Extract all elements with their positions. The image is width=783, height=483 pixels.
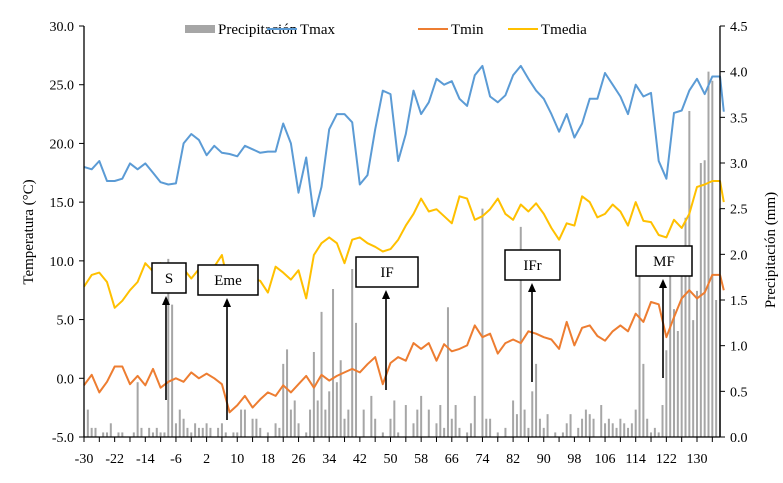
series-line-tmax	[83, 64, 725, 218]
x-tick-label: 2	[203, 452, 210, 467]
x-tick-label: 82	[506, 452, 520, 467]
y2-tick-label: 0.5	[730, 385, 748, 400]
y-tick-label: -5.0	[52, 431, 74, 446]
y2-tick-label: 2.0	[730, 248, 748, 263]
arrowhead-icon	[528, 283, 536, 292]
x-tick-label: 66	[445, 452, 459, 467]
y2-tick-label: 2.5	[730, 203, 748, 218]
annotation-box	[355, 256, 419, 288]
y2-tick-label: 1.0	[730, 340, 748, 355]
annotation-box	[635, 245, 693, 277]
annotation-box	[151, 262, 187, 294]
x-tick-label: -30	[75, 452, 94, 467]
x-tick-label: 122	[656, 452, 677, 467]
y-tick-label: 30.0	[50, 20, 75, 35]
x-tick-label: 34	[322, 452, 336, 467]
legend-label: Tmedia	[541, 22, 587, 38]
legend-swatch-precipitacion	[185, 25, 215, 33]
arrowhead-icon	[382, 290, 390, 299]
y-tick-label: 25.0	[50, 79, 75, 94]
x-tick-label: -6	[170, 452, 182, 467]
x-tick-label: -22	[105, 452, 124, 467]
y2-axis-label: Precipitación (mm)	[763, 192, 779, 308]
arrowhead-icon	[162, 296, 170, 305]
x-tick-label: 50	[384, 452, 398, 467]
y2-tick-label: 4.5	[730, 20, 748, 35]
annotation-label: Eme	[214, 273, 242, 289]
series-line-tmedia	[83, 180, 725, 309]
x-tick-label: 42	[353, 452, 367, 467]
x-tick-label: 106	[595, 452, 616, 467]
y2-tick-label: 3.0	[730, 157, 748, 172]
annotations: S Eme IF IFr MF	[151, 245, 693, 420]
annotation-label: IF	[380, 265, 393, 281]
x-tick-label: 10	[230, 452, 244, 467]
annotation-box	[504, 249, 561, 281]
temperature-lines	[83, 64, 725, 414]
arrowhead-icon	[659, 279, 667, 288]
x-tick-label: 130	[687, 452, 708, 467]
x-tick-label: 74	[475, 452, 489, 467]
y-tick-label: 10.0	[50, 255, 75, 270]
annotation-box	[197, 264, 259, 296]
y2-tick-label: 4.0	[730, 66, 748, 81]
y-tick-label: 0.0	[57, 372, 75, 387]
legend-label: Precipitación	[218, 22, 298, 38]
x-tick-label: 26	[292, 452, 306, 467]
x-tick-label: 18	[261, 452, 275, 467]
y2-tick-label: 0.0	[730, 431, 748, 446]
series-line-tmin	[83, 273, 725, 414]
annotation-label: IFr	[523, 258, 541, 274]
annotation-label: MF	[653, 254, 675, 270]
legend-label: Tmin	[451, 22, 484, 38]
y-tick-label: 15.0	[50, 196, 75, 211]
legend-label: Tmax	[300, 22, 335, 38]
x-tick-label: -14	[136, 452, 155, 467]
x-tick-label: 58	[414, 452, 428, 467]
y2-tick-label: 1.5	[730, 294, 748, 309]
axes: -5.0 0.0 5.0 10.0 15.0 20.0 25.0 30.0 0.0 0.5 1.0 1…	[50, 20, 748, 467]
annotation-label: S	[165, 271, 173, 287]
y2-tick-label: 3.5	[730, 111, 748, 126]
y-tick-label: 20.0	[50, 137, 75, 152]
x-tick-label: 114	[625, 452, 645, 467]
x-tick-label: 98	[567, 452, 581, 467]
legend: Precipitación Tmax Tmin Tmedia	[185, 22, 587, 38]
y-axis-label: Temperatura (°C)	[21, 179, 37, 284]
y-tick-label: 5.0	[57, 314, 75, 329]
arrowhead-icon	[223, 298, 231, 307]
x-tick-label: 90	[537, 452, 551, 467]
